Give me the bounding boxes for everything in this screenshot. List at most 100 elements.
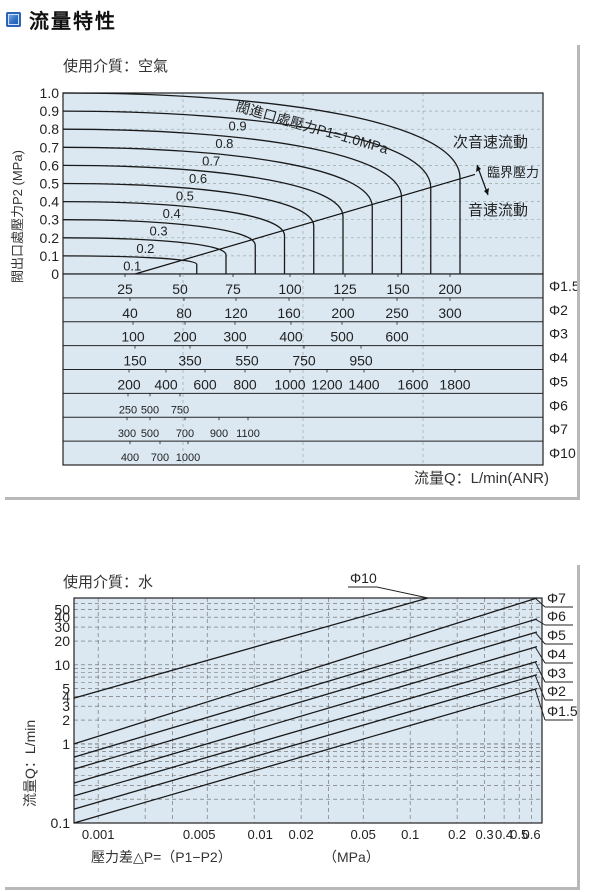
x-tick-label: 0.005: [183, 827, 216, 842]
series-label-Φ1.5: Φ1.5: [547, 703, 577, 719]
y-tick-label: 0.2: [40, 230, 60, 246]
pressure-curve-0.9: [62, 110, 432, 274]
scale-tick-label: 40: [122, 305, 138, 321]
x-tick-label: 0.1: [401, 827, 419, 842]
pressure-curve-0.3: [62, 219, 256, 274]
series-label-Φ2: Φ2: [547, 683, 566, 699]
y-tick-label: 0.7: [40, 139, 60, 155]
scale-tick-label: 500: [141, 428, 159, 440]
series-leader-line: [376, 586, 429, 599]
y-axis-label-water: 流量Q：L/min: [22, 720, 38, 807]
x-tick-label: 0.5: [510, 827, 528, 842]
scale-tick-label: 1800: [439, 376, 470, 392]
series-line-Φ7: [73, 597, 538, 745]
x-tick-label: 0.02: [288, 827, 313, 842]
scale-tick-label: 160: [277, 305, 301, 321]
scale-tick-label: 600: [385, 329, 409, 345]
scale-tick-label: 350: [178, 353, 202, 369]
scale-tick-label: 1100: [236, 428, 260, 440]
scale-tick-label: 750: [171, 404, 189, 416]
y-tick-label: 0.3: [40, 212, 60, 228]
scale-diameter-label: Φ3: [549, 326, 568, 342]
scale-diameter-label: Φ1.5: [549, 278, 577, 294]
series-line-Φ6: [73, 618, 538, 758]
curve-label-0.7: 0.7: [202, 154, 220, 169]
y-tick-label: 0: [51, 266, 59, 282]
pressure-curve-0.2: [62, 237, 227, 274]
series-line-Φ1.5: [73, 688, 538, 824]
scale-diameter-label: Φ7: [549, 421, 568, 437]
x-tick-label: 0.6: [523, 827, 541, 842]
scale-tick-label: 125: [333, 281, 357, 297]
chart-title-air: 使用介質：空氣: [63, 57, 168, 75]
scale-diameter-label: Φ4: [549, 350, 568, 366]
scale-diameter-label: Φ10: [549, 445, 576, 461]
scale-tick-label: 900: [210, 428, 228, 440]
scale-tick-label: 1200: [311, 376, 342, 392]
scale-tick-label: 400: [154, 376, 178, 392]
series-line-Φ10: [73, 597, 429, 699]
pressure-curve-0.8: [62, 128, 403, 274]
series-label-Φ7: Φ7: [547, 590, 566, 606]
series-line-Φ3: [73, 660, 538, 797]
annotation-sonic: 音速流動: [468, 202, 528, 219]
x-axis-label-water: 壓力差△P=（P1−P2）: [91, 849, 232, 865]
scale-tick-label: 150: [386, 281, 410, 297]
annotation-subsonic: 次音速流動: [453, 134, 528, 151]
curve-label-0.1: 0.1: [123, 259, 141, 274]
scale-tick-label: 250: [119, 404, 137, 416]
series-label-Φ6: Φ6: [547, 608, 566, 624]
curve-label-0.2: 0.2: [136, 241, 154, 256]
air-flow-chart: 1.0 0.9 0.8 0.7 0.6 0.5 0.4 0.3 0.2 0.1 0 使用介質：空氣閥出…: [10, 57, 577, 487]
y-tick-label: 20: [54, 633, 70, 649]
section-header: 流量特性: [6, 4, 117, 34]
pressure-curve-0.7: [62, 146, 373, 274]
y-tick-label: 1.0: [40, 85, 60, 101]
scale-tick-label: 750: [292, 353, 316, 369]
series-label-Φ4: Φ4: [547, 646, 566, 662]
scale-tick-label: 1000: [274, 376, 305, 392]
series-leader-line: [534, 597, 546, 608]
scale-tick-label: 400: [121, 452, 139, 464]
scale-tick-label: 950: [349, 353, 373, 369]
y-tick-label: 3: [62, 698, 70, 714]
scale-diameter-label: Φ2: [549, 302, 568, 318]
x-tick-label: 0.01: [248, 827, 273, 842]
series-label-Φ10: Φ10: [350, 570, 377, 586]
scale-tick-label: 700: [176, 428, 194, 440]
x-tick-label: 0.05: [351, 827, 376, 842]
scale-tick-label: 300: [118, 428, 136, 440]
y-tick-label: 0.1: [40, 248, 60, 264]
pressure-curve-1: [62, 92, 461, 274]
scale-tick-label: 500: [330, 329, 354, 345]
series-label-Φ5: Φ5: [547, 627, 566, 643]
y-tick-label: 1: [62, 736, 70, 752]
y-tick-label: 0.8: [40, 121, 60, 137]
y-tick-label: 0.6: [40, 157, 60, 173]
x-tick-label: 0.4: [495, 827, 513, 842]
water-flow-chart-panel: 使用介質：水 流量Q：L/min 50 40 30 20 10 5 4 3 2 1 0.1 0.001 0.…: [5, 565, 580, 890]
y-tick-label: 0.1: [51, 815, 71, 831]
section-title: 流量特性: [29, 10, 117, 33]
chart-title-water: 使用介質：水: [63, 573, 153, 591]
series-leader-line: [534, 618, 546, 626]
scale-tick-label: 80: [176, 305, 192, 321]
scale-tick-label: 300: [223, 329, 247, 345]
annotation-critical-pressure: 臨界壓力: [487, 165, 539, 180]
scale-tick-label: 250: [385, 305, 409, 321]
x-axis-label-air: 流量Q：L/min(ANR): [414, 470, 549, 487]
scale-tick-label: 600: [193, 376, 217, 392]
scale-tick-label: 50: [172, 281, 188, 297]
curve-label-0.5: 0.5: [176, 189, 194, 204]
series-label-Φ3: Φ3: [547, 665, 566, 681]
y-tick-label: 2: [62, 712, 70, 728]
pressure-curve-0.5: [62, 182, 315, 274]
y-tick-label: 50: [54, 602, 70, 618]
pressure-curve-0.4: [62, 200, 286, 274]
scale-tick-label: 100: [278, 281, 302, 297]
x-tick-label: 0.2: [448, 827, 466, 842]
scale-tick-label: 300: [438, 305, 462, 321]
curve-label-0.4: 0.4: [163, 206, 181, 221]
series-leader-line: [534, 631, 546, 645]
